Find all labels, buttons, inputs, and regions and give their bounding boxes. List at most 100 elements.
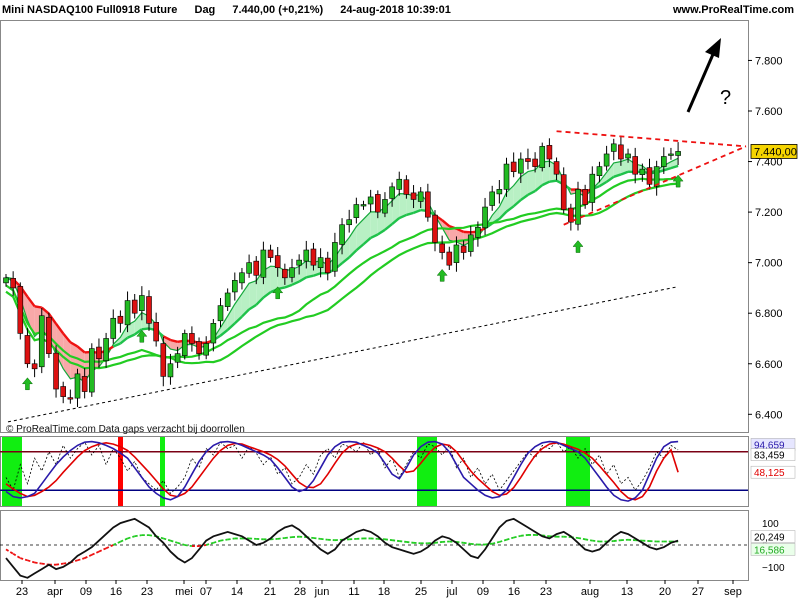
oscillator-signal-segment [506,536,514,541]
ema-band-segment [527,169,536,195]
oscillator-signal-segment [406,541,414,544]
stochastic-panel-frame [0,436,749,507]
stochastic-panel[interactable] [0,437,748,506]
candle-body [417,191,424,202]
candle-body [489,191,496,206]
oscillator-signal-segment [205,541,214,546]
oscillator-signal-segment [499,538,507,543]
ema-band-segment [392,193,400,225]
ema-band-segment [349,226,357,258]
oscillator-signal-segment [184,544,193,547]
oscillator-signal-segment [213,539,221,544]
candle-body [367,196,374,205]
candle-body [539,146,546,168]
slow-ema-segment [255,296,265,306]
candle-body [396,178,403,190]
candle-body [160,343,167,377]
candle-body [646,167,653,185]
candle-body [24,335,31,365]
oversold-highlight [417,437,437,506]
ema-band-segment [363,211,371,245]
candle-body [618,144,624,160]
ema-band-segment [535,162,543,192]
candle-body [139,295,145,311]
stochastic-dashed-line [5,441,679,495]
candle-body [131,299,138,314]
slow-ema-segment [398,213,407,220]
chart-header: Mini NASDAQ100 Full0918 Future Dag 7.440… [2,4,465,16]
stochastic-red-line [5,441,679,501]
oscillator-signal-segment [463,541,471,545]
oscillator-signal-segment [320,537,328,541]
slow-ema-segment [162,335,171,342]
oscillator-signal-segment [584,538,593,542]
candle-body [181,333,188,356]
candle-body [403,179,410,195]
slow-ema-segment [262,291,272,299]
candle-body [525,158,531,162]
slow-ema-segment [219,329,229,337]
x-tick-label: 13 [621,586,633,598]
oscillator-signal-segment [284,536,293,539]
oscillator-signal-segment [227,537,235,541]
moving-average-line-2 [5,182,679,370]
x-tick-label: 27 [692,586,704,598]
x-tick-label: 28 [294,586,306,598]
price-tick-label: 7.800 [755,55,783,67]
candle-body [146,296,152,324]
oscillator-signal-segment [170,539,178,544]
candle-body [310,248,317,266]
oscillator-signal-segment [456,541,464,544]
slow-ema-segment [663,166,672,172]
x-tick-label: 23 [540,586,552,598]
oscillator-value-label: 20,249 [754,533,785,544]
ema-band-segment [342,237,350,264]
slow-ema-segment [384,223,393,231]
slow-ema-segment [377,228,386,236]
slow-ema-segment [291,280,300,286]
candle-body [38,315,45,368]
slow-ema-segment [520,193,529,201]
slow-ema-segment [298,276,307,283]
triangle-upper-trendline [556,130,747,148]
slow-ema-segment [406,211,414,217]
slow-ema-segment [306,274,314,279]
watermark-text: © ProRealTime.com Data gaps verzacht bij… [6,424,245,435]
x-tick-label: sep [724,586,742,598]
oscillator-signal-segment [105,544,114,550]
candle-body [189,333,195,344]
candle-body [475,226,481,238]
site-label: www.ProRealTime.com [672,4,794,16]
panel-frames [0,20,749,581]
slow-ema-segment [549,179,557,183]
price-tick-label: 7.200 [755,207,783,219]
slow-ema-segment [620,170,629,176]
candle-body [53,352,59,390]
ema-band-segment [77,346,85,382]
buy-signal-arrow [436,268,448,282]
slow-ema-segment [391,217,401,226]
oscillator-main-line [5,517,679,579]
x-tick-label: jul [445,586,457,598]
oscillator-signal-segment [177,541,186,546]
x-tick-label: 16 [110,586,122,598]
candle-body [332,242,338,272]
oscillator-signal-segment [77,557,85,562]
ema-band-segment [63,333,71,379]
stochastic-value-label: 94,659 [754,440,785,451]
price-panel[interactable] [3,38,747,423]
candle-body [496,189,503,195]
candle-body [439,243,445,253]
x-tick-label: 23 [141,586,153,598]
ema-band-segment [449,226,457,242]
oscillator-signal-segment [55,562,64,566]
oscillator-signal-segment [12,552,21,559]
oscillator-signal-segment [513,534,522,539]
oscillator-signal-segment [27,559,35,564]
candle-body [232,280,238,293]
oscillator-panel[interactable] [0,517,748,579]
candle-body [274,255,281,269]
oscillator-signal-segment [220,538,228,542]
